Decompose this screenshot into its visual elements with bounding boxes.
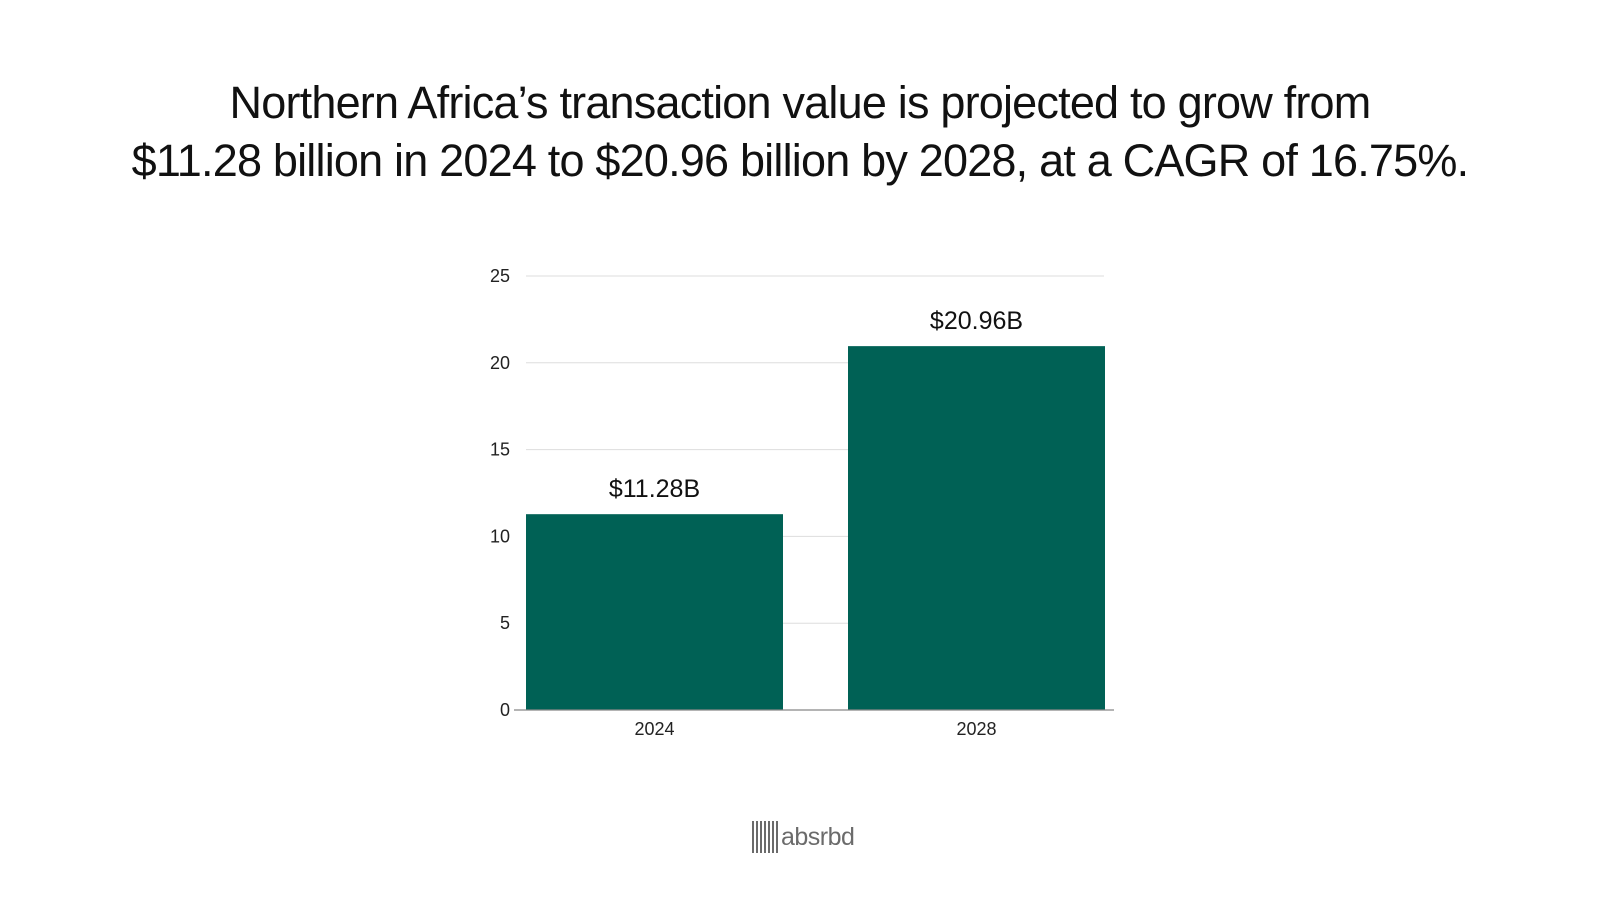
chart-title-line-1: Northern Africa’s transaction value is p… [229,77,1372,128]
y-tick-label-25: 25 [490,266,510,286]
bar-2028 [848,346,1105,710]
chart-title-line-2: $11.28 billion in 2024 to $20.96 billion… [131,135,1469,186]
y-tick-label-20: 20 [490,353,510,373]
data-labels: $11.28B $20.96B [609,307,1023,503]
brand-logo: absrbd [752,820,855,854]
y-tick-label-10: 10 [490,526,510,546]
x-tick-label-2024: 2024 [634,719,674,739]
barcode-icon [752,821,778,853]
data-label-2024: $11.28B [609,475,700,503]
bar-2024 [526,514,783,710]
y-tick-label-15: 15 [490,440,510,460]
data-label-2028: $20.96B [930,307,1023,335]
chart-title: Northern Africa’s transaction value is p… [0,74,1600,190]
x-axis-ticks: 2024 2028 [634,719,996,739]
y-tick-label-0: 0 [500,700,510,720]
x-tick-label-2028: 2028 [956,719,996,739]
y-tick-label-5: 5 [500,613,510,633]
brand-name: absrbd [781,822,855,851]
y-axis-ticks: 0 5 10 15 20 25 [490,266,510,720]
bars [526,346,1105,710]
